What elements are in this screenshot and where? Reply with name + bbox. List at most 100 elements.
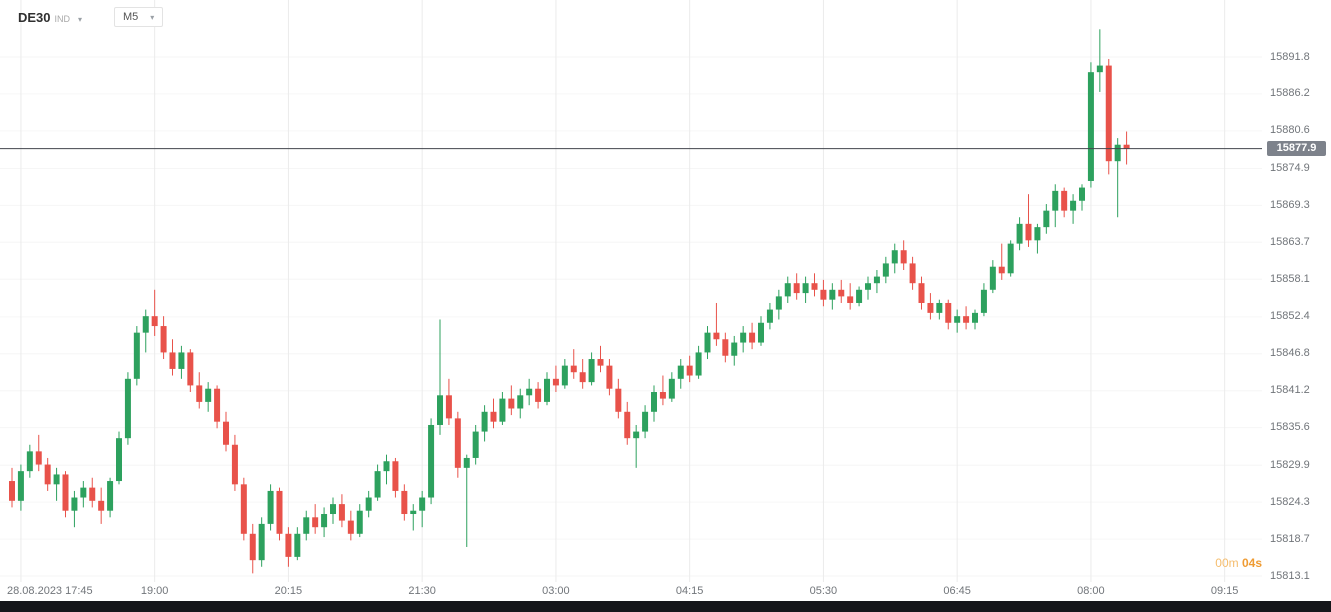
candle-up: [383, 461, 390, 472]
candle-down: [811, 283, 818, 290]
candle-down: [1025, 223, 1032, 241]
candle-up: [267, 490, 274, 524]
candle-up: [124, 378, 131, 439]
candle-down: [160, 326, 167, 353]
candle-down: [597, 359, 604, 366]
candle-up: [651, 392, 658, 412]
price-axis-label: 15813.1: [1270, 569, 1310, 582]
candle-up: [972, 312, 979, 323]
candle-up: [829, 289, 836, 300]
candle-up: [294, 533, 301, 557]
candle-down: [401, 490, 408, 515]
candle-up: [1043, 210, 1050, 228]
candle-up: [980, 289, 987, 313]
candle-up: [107, 481, 114, 511]
candle-down: [820, 289, 827, 300]
candle-down: [338, 504, 345, 521]
candle-down: [445, 395, 452, 419]
instrument-symbol: DE30: [18, 10, 51, 25]
candle-down: [231, 444, 238, 485]
candle-up: [695, 352, 702, 376]
candle-down: [392, 461, 399, 491]
candle-down: [570, 365, 577, 373]
candle-down: [285, 533, 292, 557]
bar-countdown: 00m 04s: [1215, 556, 1262, 570]
candle-up: [71, 497, 78, 511]
time-axis-label: 04:15: [675, 585, 704, 597]
time-axis-label: 19:00: [140, 585, 169, 597]
candle-up: [1096, 65, 1103, 73]
candle-up: [882, 263, 889, 277]
candle-up: [258, 523, 265, 561]
time-axis[interactable]: 28.08.2023 17:45 19:00 20:15 21:30 03:00 04:1…: [0, 585, 1331, 601]
candle-down: [713, 332, 720, 340]
candle-down: [169, 352, 176, 369]
candle-down: [276, 490, 283, 534]
timeframe-selector[interactable]: M5 ▾: [114, 7, 164, 27]
candle-up: [588, 359, 595, 383]
price-axis-label: 15829.9: [1270, 458, 1310, 471]
time-axis-label: 05:30: [809, 585, 838, 597]
candle-up: [463, 457, 470, 468]
price-axis-label: 15858.1: [1270, 272, 1310, 285]
candle-down: [659, 392, 666, 399]
candle-up: [365, 497, 372, 511]
countdown-minutes: 00m: [1215, 556, 1239, 570]
candle-up: [936, 302, 943, 313]
candle-up: [784, 283, 791, 297]
candle-up: [954, 316, 961, 323]
candle-down: [749, 332, 756, 343]
candle-down: [918, 283, 925, 303]
candle-up: [873, 276, 880, 284]
candle-down: [847, 296, 854, 303]
candle-up: [321, 514, 328, 528]
candle-up: [704, 332, 711, 353]
candle-up: [26, 451, 33, 472]
time-axis-label: 21:30: [408, 585, 436, 597]
candle-up: [989, 266, 996, 290]
candle-up: [205, 388, 212, 402]
candle-down: [838, 289, 845, 297]
time-axis-label: 08:00: [1077, 585, 1105, 597]
candle-down: [552, 378, 559, 386]
candle-up: [419, 497, 426, 511]
candle-down: [606, 365, 613, 389]
candle-up: [116, 438, 123, 482]
candle-up: [133, 332, 140, 379]
candle-down: [686, 365, 693, 376]
candle-up: [865, 283, 872, 290]
candle-up: [775, 296, 782, 310]
candle-down: [963, 316, 970, 323]
candle-down: [347, 520, 354, 534]
instrument-selector[interactable]: DE30 IND ▾: [18, 10, 82, 25]
candle-down: [196, 385, 203, 402]
candle-up: [526, 388, 533, 396]
candle-up: [668, 378, 675, 399]
candle-up: [1016, 223, 1023, 244]
candle-up: [517, 395, 524, 409]
candle-up: [1070, 200, 1077, 211]
candle-up: [633, 431, 640, 439]
candle-down: [151, 316, 158, 327]
candle-down: [722, 339, 729, 356]
price-axis-label: 15824.3: [1270, 495, 1310, 508]
candle-up: [544, 378, 551, 402]
candle-up: [303, 517, 310, 534]
candle-down: [35, 451, 42, 465]
candle-down: [1123, 144, 1130, 149]
price-axis-label: 15841.2: [1270, 384, 1310, 397]
candle-down: [793, 283, 800, 294]
candle-up: [740, 332, 747, 343]
candle-up: [758, 322, 765, 343]
candle-down: [312, 517, 319, 528]
chevron-down-icon: ▾: [150, 12, 155, 22]
candle-down: [624, 411, 631, 439]
instrument-type-label: IND: [54, 14, 71, 24]
candle-down: [927, 302, 934, 313]
candle-up: [731, 342, 738, 356]
price-axis-label: 15846.8: [1270, 347, 1310, 360]
price-axis[interactable]: 15891.8 15886.2 15880.6 15874.9 15869.3 15863…: [1262, 0, 1331, 582]
candle-up: [1087, 72, 1094, 181]
